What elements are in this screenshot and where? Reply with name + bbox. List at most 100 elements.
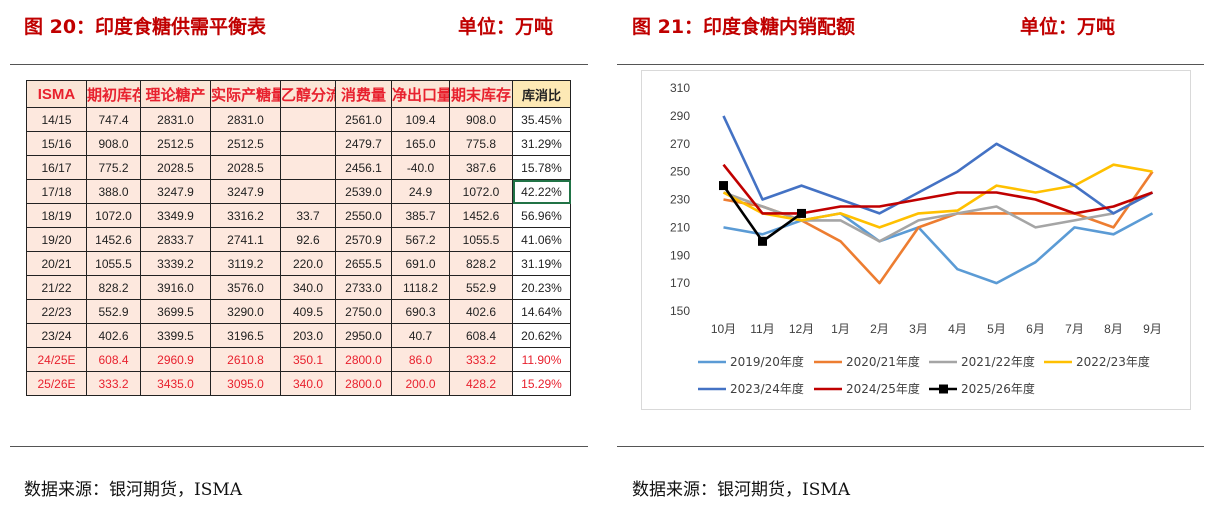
table-cell: 409.5 <box>280 299 336 324</box>
table-cell: 2610.8 <box>210 347 281 372</box>
table-cell: 3576.0 <box>210 275 281 300</box>
table-cell: 552.9 <box>449 275 513 300</box>
table-cell: -40.0 <box>391 155 450 180</box>
table-cell: 402.6 <box>86 323 141 348</box>
table-cell: 92.6 <box>280 227 336 252</box>
table-cell: 3916.0 <box>140 275 211 300</box>
x-tick-label: 11月 <box>750 322 774 336</box>
col-header-closing-stock: 期末库存 <box>449 80 513 108</box>
legend-label: 2024/25年度 <box>846 381 920 396</box>
table-row: 23/24 402.6 3399.5 3196.5 203.0 2950.0 40.7 608… <box>26 323 571 348</box>
col-header-isma: ISMA <box>26 80 87 108</box>
table-cell-season: 21/22 <box>26 275 87 300</box>
table-row: 21/22 828.2 3916.0 3576.0 340.0 2733.0 1118.2 5… <box>26 275 571 300</box>
table-cell: 387.6 <box>449 155 513 180</box>
table-cell-season: 18/19 <box>26 203 87 228</box>
table-cell-ratio: 56.96% <box>512 203 571 228</box>
legend-label: 2021/22年度 <box>961 354 1035 369</box>
table-cell: 2512.5 <box>140 131 211 156</box>
x-tick-label: 4月 <box>948 322 967 336</box>
col-header-ethanol-diversion: 乙醇分流 <box>280 80 336 108</box>
table-row: 17/18 388.0 3247.9 3247.9 2539.0 24.9 1072.0 42… <box>26 179 571 204</box>
table-header-row: ISMA 期初库存 理论糖产 实际产糖量 乙醇分流 消费量 净出口量 期末库存 … <box>26 80 571 108</box>
table-cell: 2479.7 <box>335 131 392 156</box>
table-cell: 1072.0 <box>86 203 141 228</box>
col-header-consumption: 消费量 <box>335 80 392 108</box>
table-cell: 109.4 <box>391 107 450 132</box>
table-row: 16/17 775.2 2028.5 2028.5 2456.1 -40.0 387.6 15… <box>26 155 571 180</box>
table-cell: 2570.9 <box>335 227 392 252</box>
series-line-1 <box>723 170 1154 285</box>
x-tick-label: 2月 <box>870 322 889 336</box>
table-cell-season: 17/18 <box>26 179 87 204</box>
table-cell: 2539.0 <box>335 179 392 204</box>
right-unit-label: 单位：万吨 <box>1020 16 1116 38</box>
table-cell: 428.2 <box>449 371 513 396</box>
table-cell: 567.2 <box>391 227 450 252</box>
table-cell-ratio: 15.29% <box>512 371 571 396</box>
table-cell: 2831.0 <box>210 107 281 132</box>
table-cell: 2741.1 <box>210 227 281 252</box>
table-cell: 775.8 <box>449 131 513 156</box>
table-cell: 908.0 <box>449 107 513 132</box>
x-tick-label: 1月 <box>831 322 850 336</box>
table-cell: 2561.0 <box>335 107 392 132</box>
table-cell-season: 14/15 <box>26 107 87 132</box>
table-cell: 3095.0 <box>210 371 281 396</box>
table-cell: 608.4 <box>449 323 513 348</box>
x-tick-label: 10月 <box>711 322 736 336</box>
col-header-stock-ratio: 库消比 <box>512 80 571 108</box>
table-cell: 2800.0 <box>335 347 392 372</box>
table-cell: 1118.2 <box>391 275 450 300</box>
table-cell-ratio: 14.64% <box>512 299 571 324</box>
left-unit-label: 单位：万吨 <box>458 16 554 38</box>
x-tick-label: 3月 <box>909 322 928 336</box>
table-cell <box>280 179 336 204</box>
table-cell: 33.7 <box>280 203 336 228</box>
table-cell: 2833.7 <box>140 227 211 252</box>
table-cell: 2028.5 <box>210 155 281 180</box>
table-row: 19/20 1452.6 2833.7 2741.1 92.6 2570.9 567.2 10… <box>26 227 571 252</box>
series-marker <box>719 181 728 191</box>
table-cell: 340.0 <box>280 275 336 300</box>
table-cell: 402.6 <box>449 299 513 324</box>
table-body: 14/15 747.4 2831.0 2831.0 2561.0 109.4 908.0 35… <box>26 107 571 396</box>
table-cell: 1072.0 <box>449 179 513 204</box>
y-tick-label: 170 <box>670 276 690 290</box>
table-cell: 385.7 <box>391 203 450 228</box>
table-row: 14/15 747.4 2831.0 2831.0 2561.0 109.4 908.0 35… <box>26 107 571 132</box>
table-cell: 3196.5 <box>210 323 281 348</box>
table-cell-ratio: 35.45% <box>512 107 571 132</box>
table-cell-ratio: 31.29% <box>512 131 571 156</box>
right-top-rule <box>617 64 1204 65</box>
table-cell: 828.2 <box>449 251 513 276</box>
table-cell: 333.2 <box>86 371 141 396</box>
legend-label: 2022/23年度 <box>1076 354 1150 369</box>
table-row: 20/21 1055.5 3339.2 3119.2 220.0 2655.5 691.0 8… <box>26 251 571 276</box>
table-cell: 3399.5 <box>140 323 211 348</box>
table-cell: 220.0 <box>280 251 336 276</box>
table-cell: 552.9 <box>86 299 141 324</box>
y-tick-label: 230 <box>670 193 690 207</box>
table-cell: 165.0 <box>391 131 450 156</box>
table-cell-season: 19/20 <box>26 227 87 252</box>
table-cell: 340.0 <box>280 371 336 396</box>
legend-marker <box>939 384 948 394</box>
table-cell: 3290.0 <box>210 299 281 324</box>
table-cell: 2028.5 <box>140 155 211 180</box>
x-tick-label: 6月 <box>1026 322 1045 336</box>
series-marker <box>797 208 806 218</box>
right-figure-title: 图 21：印度食糖内销配额 <box>632 16 856 38</box>
table-cell-ratio: 15.78% <box>512 155 571 180</box>
right-bottom-rule <box>617 446 1204 447</box>
table-cell: 86.0 <box>391 347 450 372</box>
table-cell: 3699.5 <box>140 299 211 324</box>
table-cell <box>280 131 336 156</box>
y-tick-label: 210 <box>670 220 690 234</box>
table-cell: 2550.0 <box>335 203 392 228</box>
table-cell: 608.4 <box>86 347 141 372</box>
table-cell: 2512.5 <box>210 131 281 156</box>
table-cell-ratio: 20.23% <box>512 275 571 300</box>
col-header-theoretical-output: 理论糖产 <box>140 80 211 108</box>
table-cell-season: 16/17 <box>26 155 87 180</box>
